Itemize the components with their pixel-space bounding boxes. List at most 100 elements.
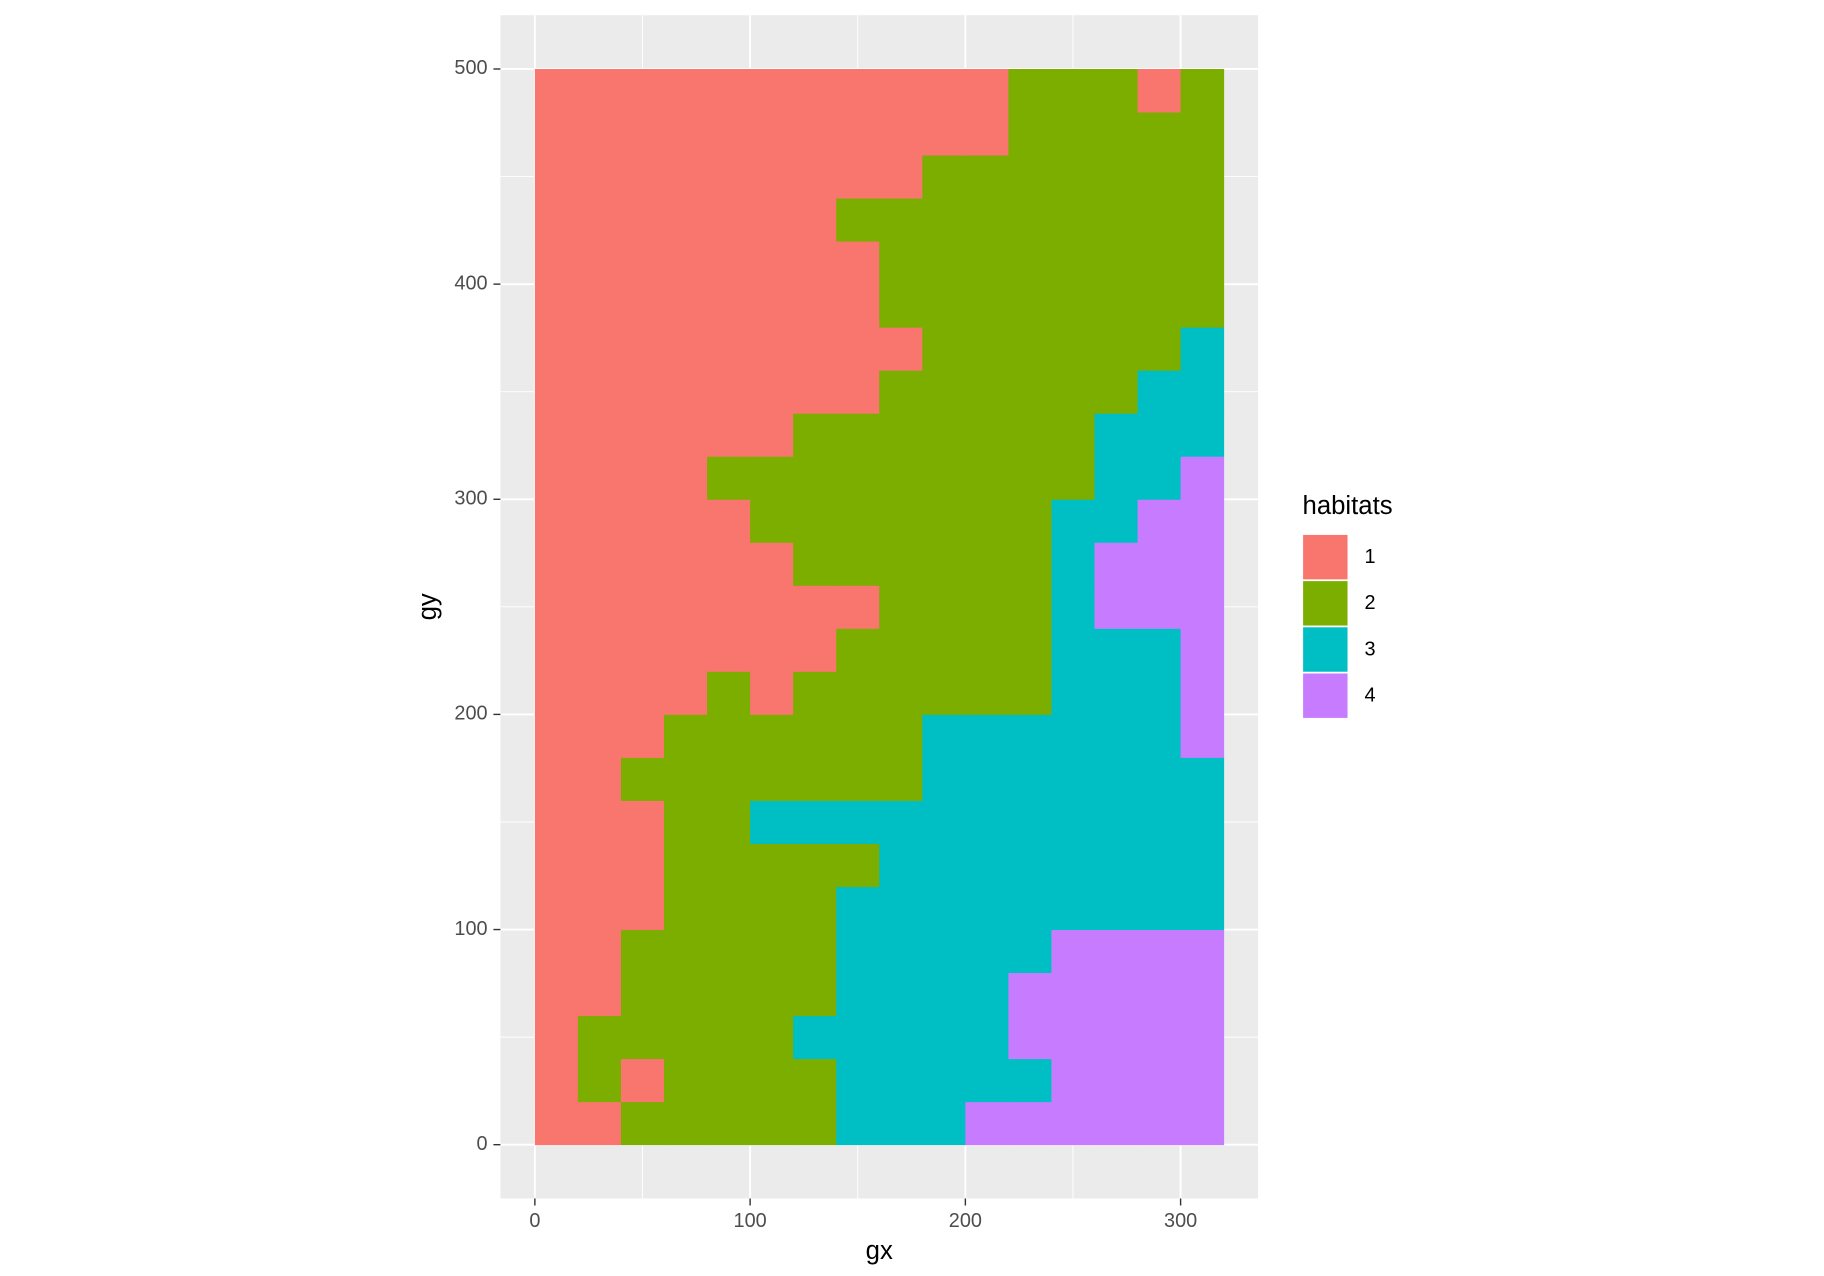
raster-cell	[922, 757, 966, 801]
raster-cell	[1180, 327, 1225, 371]
raster-cell	[620, 456, 665, 500]
raster-cell	[707, 327, 751, 371]
raster-cell	[793, 1058, 837, 1103]
raster-cell	[1094, 972, 1139, 1017]
raster-cell	[1137, 929, 1182, 974]
raster-cell	[1051, 456, 1095, 500]
raster-cell	[879, 112, 923, 156]
raster-cell	[1137, 155, 1182, 199]
raster-cell	[707, 1101, 751, 1146]
raster-cell	[620, 843, 665, 887]
legend-key	[1301, 626, 1349, 673]
raster-cell	[793, 456, 837, 500]
raster-cell	[534, 929, 579, 974]
raster-cell	[534, 671, 579, 715]
raster-cell	[965, 542, 1009, 586]
raster-cell	[1137, 585, 1182, 629]
raster-cell	[707, 628, 751, 672]
raster-cell	[1137, 972, 1182, 1017]
raster-cell	[1051, 68, 1095, 113]
raster-cell	[793, 198, 837, 242]
raster-cell	[1008, 499, 1052, 543]
raster-cell	[836, 456, 880, 500]
raster-cell	[1008, 1015, 1052, 1060]
raster-cell	[534, 241, 579, 285]
raster-cell	[1180, 370, 1225, 414]
raster-cell	[1094, 327, 1139, 371]
raster-cells	[534, 68, 1225, 1146]
legend-label: 2	[1364, 592, 1375, 614]
x-tick-label: 100	[734, 1210, 767, 1232]
raster-cell	[707, 1015, 751, 1060]
raster-cell	[1180, 628, 1225, 672]
raster-cell	[1008, 886, 1052, 931]
raster-cell	[577, 843, 622, 887]
raster-cell	[1008, 972, 1052, 1017]
raster-cell	[620, 972, 665, 1017]
raster-cell	[1094, 284, 1139, 328]
raster-cell	[707, 284, 751, 328]
raster-cell	[965, 198, 1009, 242]
raster-cell	[620, 800, 665, 844]
raster-cell	[750, 757, 794, 801]
raster-cell	[965, 929, 1009, 974]
raster-cell	[707, 241, 751, 285]
raster-cell	[534, 628, 579, 672]
raster-cell	[664, 843, 708, 887]
raster-cell	[664, 972, 708, 1017]
raster-cell	[836, 241, 880, 285]
raster-cell	[879, 241, 923, 285]
raster-cell	[1008, 241, 1052, 285]
raster-cell	[922, 585, 966, 629]
raster-cell	[879, 800, 923, 844]
raster-cell	[1137, 198, 1182, 242]
y-tick-label: 200	[454, 703, 487, 725]
raster-cell	[1008, 155, 1052, 199]
raster-cell	[879, 929, 923, 974]
raster-cell	[922, 1058, 966, 1103]
raster-cell	[1180, 155, 1225, 199]
raster-cell	[707, 456, 751, 500]
raster-cell	[965, 972, 1009, 1017]
raster-cell	[879, 628, 923, 672]
raster-cell	[793, 800, 837, 844]
raster-cell	[1137, 456, 1182, 500]
raster-cell	[750, 929, 794, 974]
raster-cell	[1008, 1101, 1052, 1146]
raster-cell	[534, 585, 579, 629]
raster-cell	[879, 327, 923, 371]
raster-cell	[1094, 800, 1139, 844]
raster-cell	[836, 972, 880, 1017]
raster-cell	[707, 413, 751, 457]
legend-key	[1301, 579, 1349, 627]
raster-cell	[879, 413, 923, 457]
raster-cell	[1094, 542, 1139, 586]
axes: 0 100 200 300 0 100 200 300 400 500	[454, 57, 1197, 1232]
raster-cell	[836, 198, 880, 242]
raster-cell	[1008, 628, 1052, 672]
raster-cell	[577, 1058, 622, 1103]
raster-cell	[534, 1101, 579, 1146]
raster-cell	[1008, 714, 1052, 758]
raster-cell	[750, 112, 794, 156]
raster-cell	[1137, 284, 1182, 328]
raster-cell	[620, 585, 665, 629]
raster-cell	[750, 499, 794, 543]
raster-cell	[750, 714, 794, 758]
raster-cell	[1137, 757, 1182, 801]
raster-cell	[1137, 112, 1182, 156]
raster-cell	[1051, 972, 1095, 1017]
raster-cell	[750, 241, 794, 285]
raster-cell	[1051, 585, 1095, 629]
raster-cell	[922, 327, 966, 371]
raster-cell	[836, 413, 880, 457]
raster-cell	[620, 886, 665, 931]
raster-cell	[664, 628, 708, 672]
raster-cell	[1094, 155, 1139, 199]
raster-cell	[707, 671, 751, 715]
raster-cell	[965, 1015, 1009, 1060]
raster-cell	[1180, 198, 1225, 242]
legend-label: 4	[1364, 685, 1375, 707]
raster-cell	[620, 413, 665, 457]
